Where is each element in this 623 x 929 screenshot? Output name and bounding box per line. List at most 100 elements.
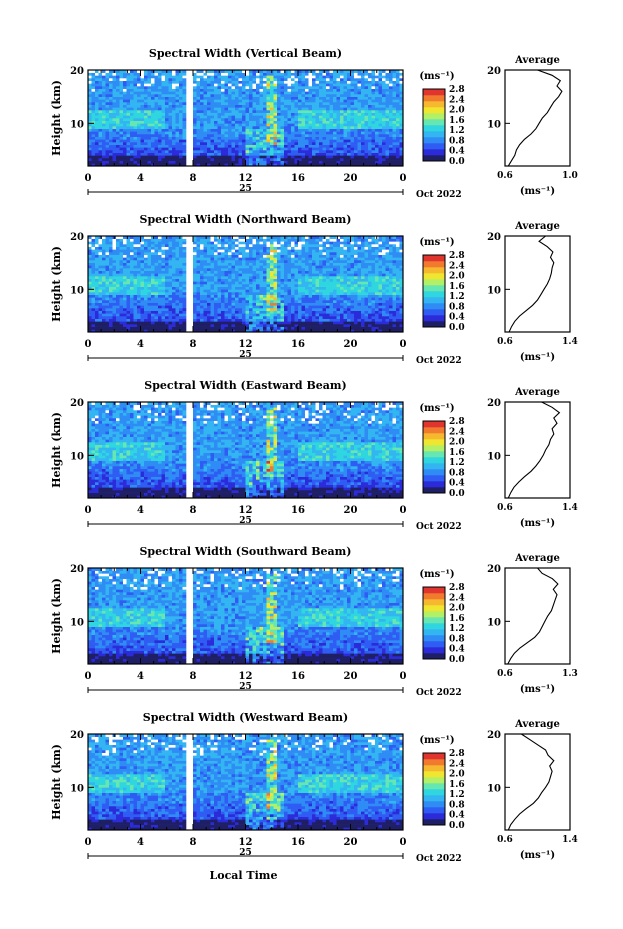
- heatmap-cell: [172, 88, 176, 92]
- heatmap-cell: [91, 163, 96, 167]
- heatmap-cell: [91, 99, 96, 103]
- heatmap-cell: [147, 329, 152, 333]
- heatmap-cell: [231, 238, 236, 242]
- heatmap-cell: [392, 96, 397, 100]
- heatmap-cell: [263, 99, 267, 103]
- heatmap-cell: [88, 123, 92, 127]
- heatmap-cell: [375, 80, 379, 84]
- heatmap-cell: [340, 158, 344, 161]
- heatmap-cell: [368, 94, 372, 97]
- heatmap-cell: [392, 152, 397, 156]
- heatmap-cell: [382, 147, 386, 151]
- heatmap-cell: [364, 86, 369, 89]
- heatmap-cell: [308, 78, 313, 81]
- heatmap-cell: [350, 112, 355, 116]
- heatmap-cell: [375, 107, 379, 111]
- heatmap-cell: [277, 78, 281, 81]
- heatmap-cell: [242, 163, 246, 167]
- heatmap-cell: [123, 302, 127, 306]
- heatmap-cell: [214, 128, 218, 132]
- heatmap-cell: [336, 155, 341, 159]
- heatmap-cell: [326, 152, 330, 156]
- heatmap-cell: [147, 273, 152, 277]
- heatmap-cell: [179, 268, 183, 271]
- heatmap-cell: [389, 80, 393, 84]
- heatmap-cell: [182, 155, 187, 159]
- heatmap-cell: [329, 83, 334, 87]
- heatmap-cell: [301, 102, 306, 105]
- heatmap-cell: [256, 152, 260, 156]
- heatmap-cell: [326, 155, 330, 159]
- heatmap-cell: [263, 96, 267, 100]
- heatmap-cell: [168, 262, 173, 266]
- heatmap-cell: [210, 152, 215, 156]
- heatmap-cell: [294, 158, 299, 161]
- heatmap-cell: [130, 244, 134, 247]
- heatmap-cell: [91, 120, 96, 124]
- heatmap-cell: [333, 88, 337, 92]
- heatmap-cell: [389, 158, 393, 161]
- heatmap-cell: [140, 265, 145, 269]
- heatmap-cell: [133, 80, 138, 84]
- heatmap-cell: [182, 244, 187, 247]
- heatmap-cell: [126, 139, 131, 143]
- heatmap-cell: [329, 136, 334, 140]
- heatmap-cell: [308, 163, 313, 167]
- heatmap-cell: [91, 316, 96, 319]
- heatmap-cell: [207, 78, 211, 81]
- heatmap-cell: [172, 310, 176, 314]
- heatmap-cell: [217, 134, 222, 137]
- heatmap-cell: [259, 152, 264, 156]
- heatmap-cell: [123, 305, 127, 309]
- heatmap-cell: [154, 86, 159, 89]
- heatmap-cell: [98, 260, 103, 263]
- heatmap-cell: [175, 134, 180, 137]
- heatmap-cell: [137, 112, 141, 116]
- heatmap-cell: [144, 310, 148, 314]
- heatmap-cell: [256, 160, 260, 164]
- heatmap-cell: [91, 294, 96, 298]
- heatmap-cell: [224, 144, 229, 148]
- heatmap-cell: [154, 260, 159, 263]
- heatmap-cell: [168, 278, 173, 282]
- heatmap-cell: [249, 102, 253, 105]
- heatmap-cell: [235, 128, 239, 132]
- heatmap-cell: [105, 94, 110, 97]
- heatmap-cell: [280, 139, 285, 143]
- heatmap-cell: [210, 91, 215, 95]
- heatmap-cell: [238, 160, 243, 164]
- heatmap-cell: [151, 104, 155, 108]
- heatmap-cell: [130, 75, 134, 79]
- heatmap-cell: [259, 70, 264, 73]
- heatmap-cell: [329, 91, 334, 95]
- heatmap-cell: [315, 70, 320, 73]
- heatmap-cell: [95, 91, 99, 95]
- heatmap-cell: [144, 246, 148, 250]
- heatmap-cell: [151, 120, 155, 124]
- heatmap-cell: [238, 305, 243, 309]
- heatmap-cell: [182, 281, 187, 285]
- heatmap-cell: [154, 246, 159, 250]
- heatmap-cell: [252, 324, 257, 327]
- heatmap-cell: [207, 305, 211, 309]
- heatmap-cell: [343, 110, 348, 113]
- heatmap-cell: [259, 118, 264, 121]
- heatmap-cell: [242, 128, 246, 132]
- heatmap-cell: [389, 99, 393, 103]
- heatmap-cell: [336, 131, 341, 135]
- heatmap-cell: [91, 131, 96, 135]
- heatmap-cell: [196, 273, 201, 277]
- heatmap-cell: [123, 294, 127, 298]
- heatmap-cell: [287, 118, 292, 121]
- heatmap-cell: [203, 107, 208, 111]
- heatmap-cell: [112, 118, 117, 121]
- heatmap-cell: [214, 110, 218, 113]
- heatmap-cell: [179, 86, 183, 89]
- heatmap-cell: [179, 241, 183, 245]
- heatmap-cell: [137, 115, 141, 119]
- heatmap-cell: [231, 75, 236, 79]
- heatmap-cell: [182, 249, 187, 253]
- heatmap-cell: [399, 128, 404, 132]
- heatmap-cell: [112, 278, 117, 282]
- heatmap-cell: [172, 131, 176, 135]
